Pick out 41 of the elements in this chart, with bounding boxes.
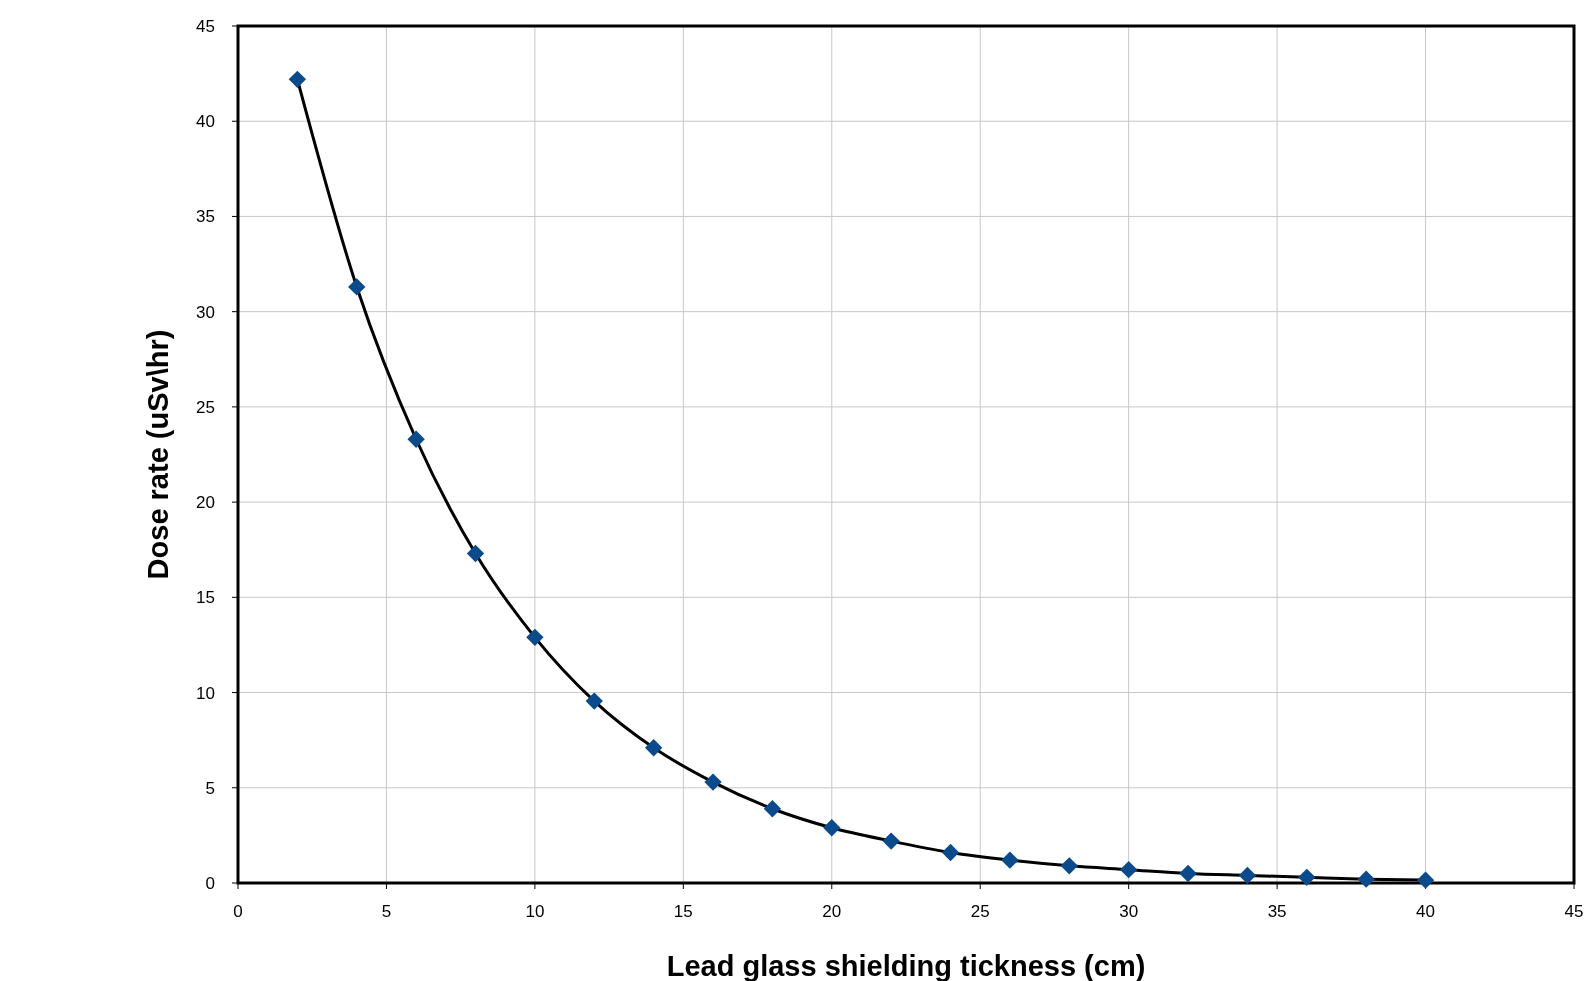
point xyxy=(585,692,603,710)
x-tick-label: 40 xyxy=(1416,902,1436,921)
x-tick-label: 15 xyxy=(673,902,693,921)
y-tick-label: 15 xyxy=(196,588,215,608)
point xyxy=(407,430,425,448)
point xyxy=(288,70,307,88)
y-tick-label: 45 xyxy=(196,17,215,36)
y-tick-label: 25 xyxy=(196,397,215,417)
point xyxy=(1179,864,1197,883)
y-tick-label: 5 xyxy=(205,778,215,798)
x-tick-label: 35 xyxy=(1267,902,1287,921)
point xyxy=(526,628,544,646)
point xyxy=(348,278,366,296)
point xyxy=(1001,851,1019,869)
point xyxy=(823,819,841,837)
point xyxy=(763,800,782,818)
y-tick-label: 0 xyxy=(205,874,215,893)
x-tick-label: 10 xyxy=(525,902,545,921)
y-tick-label: 35 xyxy=(196,207,215,227)
x-tick-label: 30 xyxy=(1119,902,1139,921)
point xyxy=(466,544,485,563)
point xyxy=(1238,866,1257,885)
point xyxy=(704,773,722,791)
point xyxy=(882,832,900,850)
y-tick-label: 30 xyxy=(196,302,215,322)
point xyxy=(1060,857,1078,875)
x-tick-label: 45 xyxy=(1564,902,1584,921)
x-tick-label: 25 xyxy=(970,902,990,921)
point xyxy=(941,843,960,862)
x-tick-label: 20 xyxy=(822,902,842,921)
point xyxy=(1416,871,1435,889)
y-tick-label: 20 xyxy=(196,493,215,513)
point xyxy=(1298,868,1316,886)
point xyxy=(1120,861,1138,879)
x-tick-label: 5 xyxy=(381,902,392,921)
y-tick-label: 10 xyxy=(196,683,215,703)
point xyxy=(644,739,663,757)
point xyxy=(1357,870,1375,888)
y-tick-label: 40 xyxy=(196,112,215,132)
x-tick-label: 0 xyxy=(233,902,243,921)
y-axis-title: Dose rate (uSv\hr) xyxy=(142,329,174,580)
